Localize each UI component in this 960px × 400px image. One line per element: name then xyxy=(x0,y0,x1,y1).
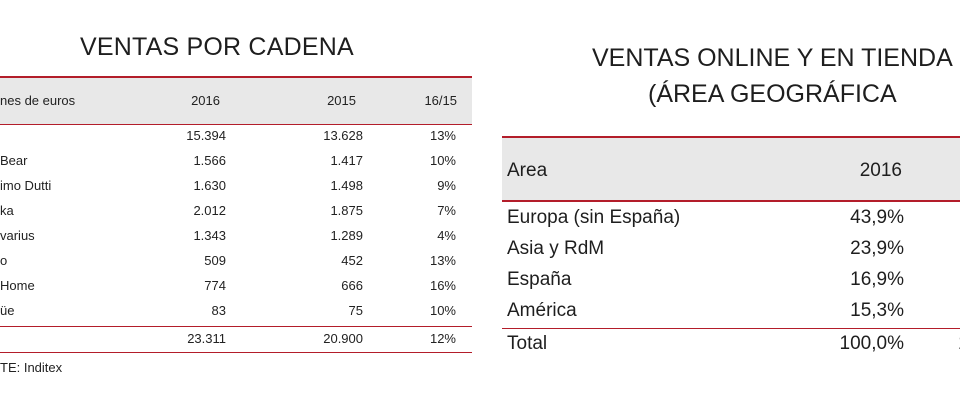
row-2015: 1.417 xyxy=(330,153,363,168)
right-table-total-rule xyxy=(502,328,960,329)
row-pct: 10% xyxy=(429,303,456,318)
table-row: ka 2.012 1.875 7% xyxy=(0,199,472,223)
row-2015: 666 xyxy=(341,278,363,293)
row-2015: 1.289 xyxy=(330,228,363,243)
row-name: España xyxy=(507,269,572,290)
table-row: Bear 1.566 1.417 10% xyxy=(0,149,472,173)
row-name: üe xyxy=(0,303,15,318)
row-2016: 16,9% xyxy=(850,269,904,290)
table-row: üe 83 75 10% xyxy=(0,299,472,323)
table-row: América 15,3% xyxy=(502,295,960,326)
row-name: varius xyxy=(0,228,35,243)
row-2016: 774 xyxy=(204,278,226,293)
row-2016: 15,3% xyxy=(850,300,904,321)
row-2016: 1.566 xyxy=(193,153,226,168)
table-row: 15.394 13.628 13% xyxy=(0,124,472,148)
table-total-row: Total 100,0% 1 xyxy=(502,328,960,359)
left-table-bottom-rule xyxy=(0,352,472,353)
right-header-area: Area xyxy=(507,160,548,181)
left-header-pct: 16/15 xyxy=(424,93,457,108)
total-2015: 20.900 xyxy=(323,331,363,346)
row-2015: 1.498 xyxy=(330,178,363,193)
row-2016: 43,9% xyxy=(850,207,904,228)
row-2015: 1.875 xyxy=(330,203,363,218)
table-row: España 16,9% xyxy=(502,264,960,295)
table-row: Asia y RdM 23,9% xyxy=(502,233,960,264)
row-2015: 75 xyxy=(348,303,363,318)
table-row: varius 1.343 1.289 4% xyxy=(0,224,472,248)
row-name: ka xyxy=(0,203,14,218)
row-pct: 13% xyxy=(429,128,456,143)
row-2016: 1.630 xyxy=(193,178,226,193)
total-name: Total xyxy=(507,333,548,354)
table-row: imo Dutti 1.630 1.498 9% xyxy=(0,174,472,198)
left-table-total-rule xyxy=(0,326,472,327)
left-table-title: VENTAS POR CADENA xyxy=(80,33,354,61)
total-2016: 23.311 xyxy=(187,331,226,346)
row-2016: 23,9% xyxy=(850,238,904,259)
right-table-title-line2: (ÁREA GEOGRÁFICA xyxy=(648,80,897,108)
left-table-top-rule xyxy=(0,76,472,78)
row-name: Home xyxy=(0,278,35,293)
table-total-row: 23.311 20.900 12% xyxy=(0,327,472,351)
row-pct: 7% xyxy=(437,203,456,218)
row-name: imo Dutti xyxy=(0,178,52,193)
row-2016: 83 xyxy=(211,303,226,318)
row-2016: 2.012 xyxy=(193,203,226,218)
row-2015: 13.628 xyxy=(323,128,363,143)
left-table-header xyxy=(0,78,472,124)
right-table-top-rule xyxy=(502,136,960,138)
left-header-2015: 2015 xyxy=(327,93,356,108)
row-2016: 15.394 xyxy=(186,128,226,143)
row-2015: 452 xyxy=(341,253,363,268)
right-table-header xyxy=(502,138,960,200)
row-pct: 13% xyxy=(429,253,456,268)
right-header-2016: 2016 xyxy=(859,160,902,181)
row-2016: 509 xyxy=(204,253,226,268)
row-name: o xyxy=(0,253,8,268)
row-name: Bear xyxy=(0,153,28,168)
source-note: TE: Inditex xyxy=(0,360,63,375)
row-2016: 1.343 xyxy=(193,228,226,243)
table-row: Home 774 666 16% xyxy=(0,274,472,298)
left-table-header-rule xyxy=(0,124,472,125)
table-row: o 509 452 13% xyxy=(0,249,472,273)
row-pct: 16% xyxy=(429,278,456,293)
total-2016: 100,0% xyxy=(839,333,904,354)
right-table-header-rule xyxy=(502,200,960,202)
row-pct: 10% xyxy=(429,153,456,168)
right-table-title-line1: VENTAS ONLINE Y EN TIENDA xyxy=(592,44,953,72)
row-name: Europa (sin España) xyxy=(507,207,681,228)
table-row: Europa (sin España) 43,9% xyxy=(502,202,960,233)
left-header-2016: 2016 xyxy=(191,93,220,108)
row-name: Asia y RdM xyxy=(507,238,605,259)
total-next-col-clipped: 1 xyxy=(958,328,960,359)
row-pct: 4% xyxy=(437,228,456,243)
row-pct: 9% xyxy=(437,178,456,193)
row-name: América xyxy=(507,300,577,321)
left-header-name: nes de euros xyxy=(0,93,76,108)
total-pct: 12% xyxy=(429,331,456,346)
